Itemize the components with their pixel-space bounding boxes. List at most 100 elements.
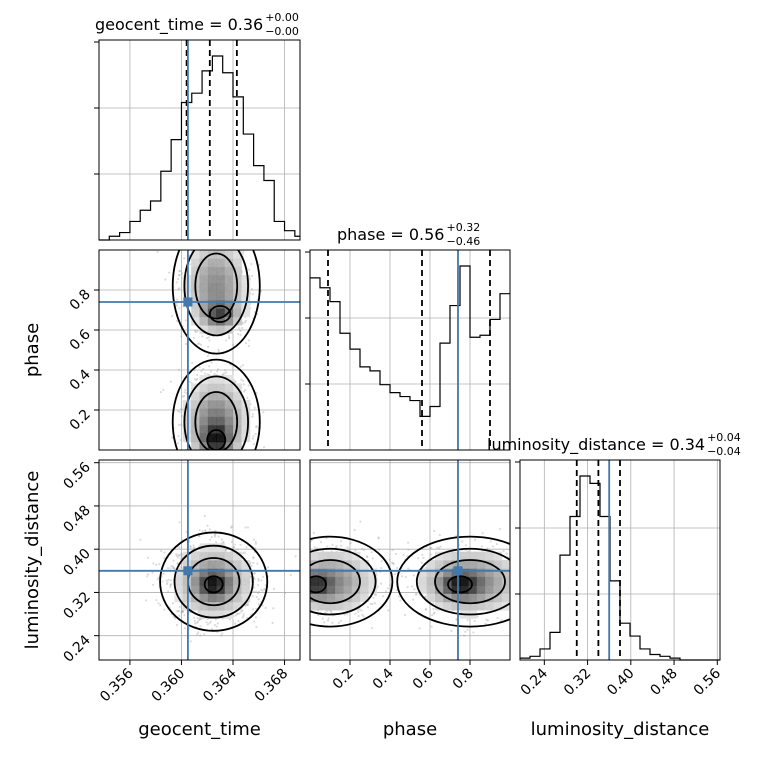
scatter-point [252, 435, 255, 438]
density-cell [207, 300, 217, 309]
x-tick-label: 0.48 [648, 666, 681, 699]
scatter-point [192, 544, 195, 547]
density-cell [485, 601, 494, 611]
scatter-point [155, 598, 158, 602]
scatter-point [321, 617, 324, 620]
y-tick-label: 0.56 [60, 459, 93, 492]
contour-line [310, 575, 327, 594]
density-cell [460, 560, 469, 569]
density-cell [493, 568, 503, 578]
scatter-point [272, 587, 276, 591]
scatter-point [400, 575, 404, 578]
scatter-point [373, 602, 377, 605]
scatter-point [241, 322, 244, 325]
scatter-point [156, 578, 159, 581]
scatter-point [189, 544, 192, 547]
density-cell [199, 601, 209, 611]
density-cell [501, 576, 510, 586]
scatter-point [491, 545, 495, 548]
scatter-point [180, 335, 183, 338]
scatter-point [257, 603, 260, 606]
scatter-point [243, 390, 246, 393]
density-cell [216, 258, 226, 268]
density-cell [241, 275, 251, 284]
scatter-point [244, 319, 247, 322]
title-name: phase [337, 225, 385, 244]
scatter-point [394, 552, 397, 556]
density-cell [418, 576, 428, 586]
scatter-point [207, 336, 210, 339]
scatter-point [178, 307, 181, 310]
scatter-point [362, 548, 365, 552]
density-cell [216, 576, 226, 586]
scatter-point [157, 576, 160, 579]
scatter-point [222, 540, 225, 544]
scatter-point [206, 623, 209, 626]
density-cell [191, 433, 200, 443]
density-cell [318, 593, 328, 603]
density-cell [199, 383, 209, 393]
density-cell [310, 593, 319, 603]
density-cell [199, 283, 209, 293]
scatter-point [420, 561, 423, 564]
scatter-point [192, 336, 196, 339]
scatter-point [178, 521, 181, 524]
scatter-point [180, 553, 184, 556]
density-cell [233, 576, 242, 586]
density-cell [460, 551, 469, 561]
density-cell [335, 585, 344, 594]
density-cell [343, 576, 353, 586]
scatter-point [260, 588, 263, 591]
density-cell [216, 601, 226, 611]
density-cell [493, 585, 503, 594]
scatter-point [241, 364, 245, 367]
scatter-point [179, 557, 182, 560]
scatter-point [238, 612, 241, 615]
scatter-point [354, 612, 357, 615]
scatter-point [193, 546, 196, 549]
density-cell [351, 560, 361, 569]
density-cell [360, 576, 369, 586]
density-cell [216, 551, 226, 561]
x-tick-label: 0.40 [604, 666, 637, 699]
scatter-point [161, 580, 164, 583]
density-cell [368, 576, 378, 586]
scatter-point [402, 554, 405, 557]
scatter-point [366, 555, 369, 559]
scatter-point [348, 548, 351, 552]
density-cell [468, 568, 478, 578]
density-cell [233, 258, 242, 268]
scatter-point [377, 537, 380, 540]
scatter-point [424, 608, 427, 611]
scatter-point [251, 293, 254, 296]
density-cell [233, 560, 242, 569]
scatter-point [496, 616, 499, 620]
scatter-point [237, 619, 240, 623]
density-cell [241, 291, 251, 301]
scatter-point [215, 541, 218, 544]
panel-frame [519, 459, 721, 661]
density-cell [191, 300, 200, 309]
scatter-point [432, 602, 435, 605]
scatter-point [388, 558, 391, 561]
scatter-point [417, 557, 420, 560]
scatter-point [466, 628, 469, 631]
density-cell [460, 568, 469, 578]
density-cell [310, 585, 319, 594]
scatter-point [169, 579, 173, 582]
scatter-point [260, 579, 263, 582]
density-cell [224, 560, 234, 569]
density-cell [207, 258, 217, 268]
scatter-point [253, 406, 256, 409]
scatter-point [178, 614, 181, 617]
density-cell [207, 543, 217, 553]
scatter-point [256, 562, 259, 565]
scatter-point [210, 627, 214, 631]
scatter-point [238, 327, 241, 330]
scatter-point [242, 383, 245, 386]
scatter-point [196, 330, 199, 333]
scatter-point [163, 551, 166, 554]
density-cell [460, 585, 469, 594]
scatter-point [346, 613, 349, 616]
scatter-point [495, 542, 499, 546]
